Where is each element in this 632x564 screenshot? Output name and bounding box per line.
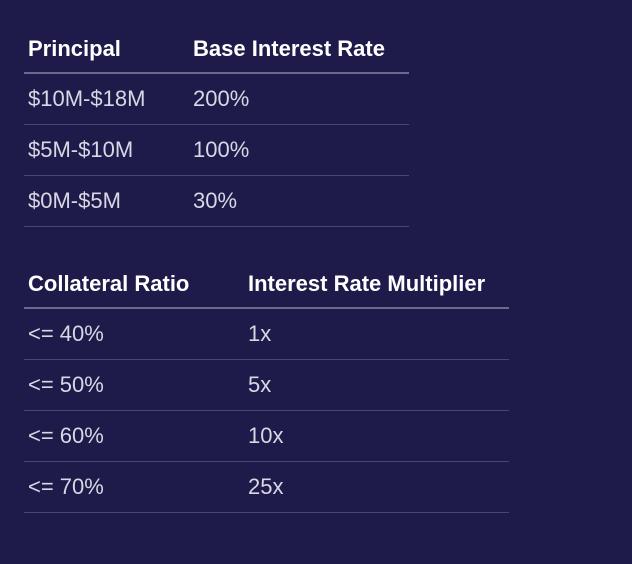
column-header-base-interest-rate: Base Interest Rate (189, 28, 409, 73)
table-row: $5M-$10M 100% (24, 125, 409, 176)
cell-multiplier: 10x (244, 411, 509, 462)
cell-multiplier: 1x (244, 308, 509, 360)
cell-rate: 200% (189, 73, 409, 125)
column-header-collateral-ratio: Collateral Ratio (24, 263, 244, 308)
cell-principal: $0M-$5M (24, 176, 189, 227)
column-header-interest-multiplier: Interest Rate Multiplier (244, 263, 509, 308)
cell-rate: 100% (189, 125, 409, 176)
principal-rate-table: Principal Base Interest Rate $10M-$18M 2… (24, 28, 409, 227)
table-row: $0M-$5M 30% (24, 176, 409, 227)
cell-multiplier: 25x (244, 462, 509, 513)
collateral-multiplier-table: Collateral Ratio Interest Rate Multiplie… (24, 263, 509, 513)
cell-multiplier: 5x (244, 360, 509, 411)
table-row: $10M-$18M 200% (24, 73, 409, 125)
table-row: <= 60% 10x (24, 411, 509, 462)
table-row: <= 50% 5x (24, 360, 509, 411)
column-header-principal: Principal (24, 28, 189, 73)
cell-ratio: <= 40% (24, 308, 244, 360)
table-row: <= 70% 25x (24, 462, 509, 513)
cell-rate: 30% (189, 176, 409, 227)
cell-ratio: <= 60% (24, 411, 244, 462)
table-row: <= 40% 1x (24, 308, 509, 360)
cell-principal: $5M-$10M (24, 125, 189, 176)
cell-ratio: <= 70% (24, 462, 244, 513)
cell-principal: $10M-$18M (24, 73, 189, 125)
cell-ratio: <= 50% (24, 360, 244, 411)
